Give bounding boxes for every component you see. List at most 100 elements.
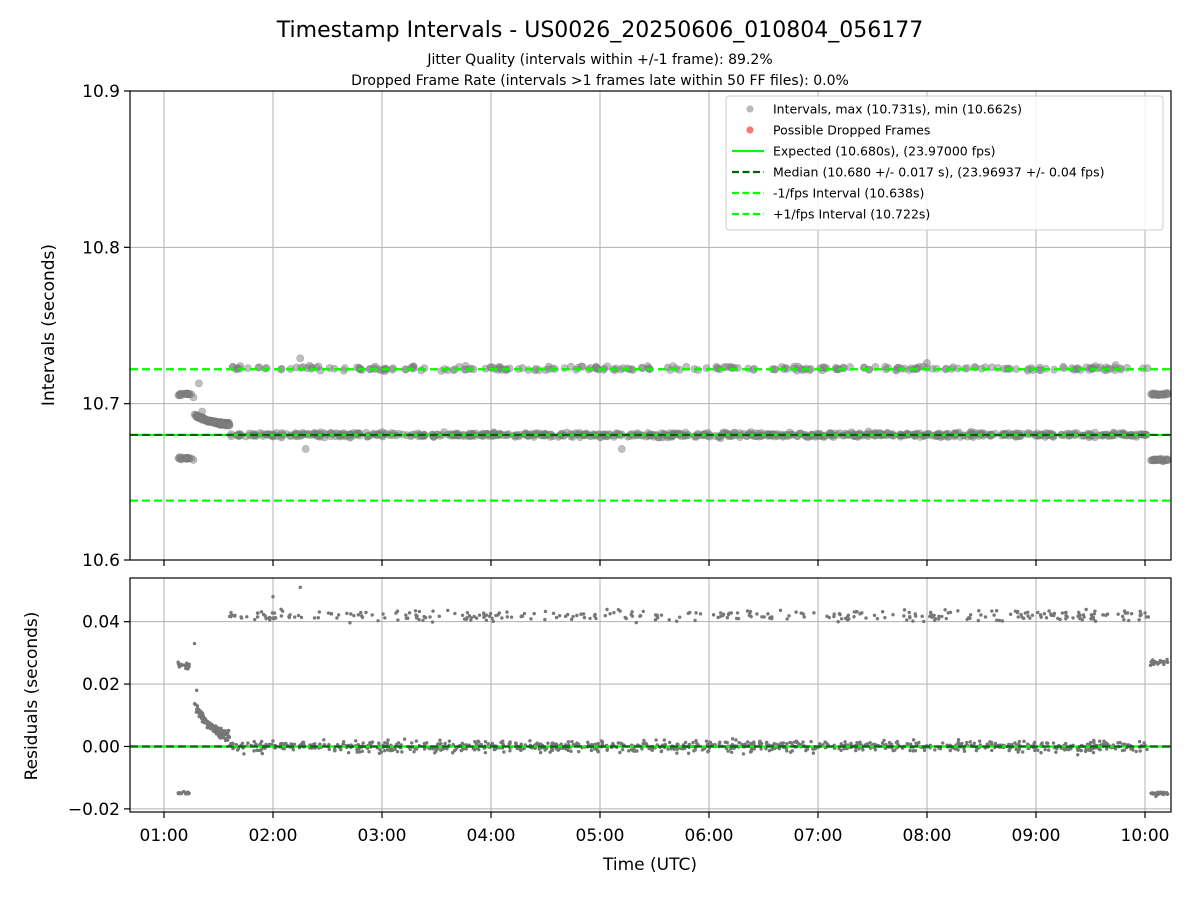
residual-point xyxy=(630,610,634,614)
residual-point xyxy=(336,613,341,617)
residual-point xyxy=(412,750,416,754)
residual-point xyxy=(377,741,381,745)
residual-point xyxy=(421,618,425,623)
residual-point xyxy=(920,614,924,619)
residual-point xyxy=(1006,742,1011,747)
residual-point xyxy=(192,702,197,706)
residual-point xyxy=(693,748,697,752)
residual-point xyxy=(644,741,648,746)
residual-point xyxy=(569,617,574,622)
residual-point xyxy=(734,738,738,742)
residual-point xyxy=(933,618,937,623)
residual-point xyxy=(913,614,918,618)
legend-item: Possible Dropped Frames xyxy=(746,123,930,138)
residual-point xyxy=(1137,618,1141,622)
residual-point xyxy=(359,614,364,618)
residual-point xyxy=(528,739,532,743)
residual-point xyxy=(956,748,960,752)
interval-point xyxy=(189,456,198,464)
residual-point xyxy=(659,613,664,617)
residual-point xyxy=(205,725,209,730)
residual-point xyxy=(358,750,362,754)
residual-point xyxy=(496,613,500,617)
residual-point xyxy=(414,739,419,743)
legend-label: +1/fps Interval (10.722s) xyxy=(773,207,930,222)
interval-point xyxy=(243,364,252,372)
residual-point xyxy=(195,704,200,708)
legend-marker-intervals xyxy=(746,105,754,113)
residual-point xyxy=(968,740,972,744)
residual-point xyxy=(571,614,575,619)
legend-label: -1/fps Interval (10.638s) xyxy=(773,186,924,201)
residual-point xyxy=(1092,612,1096,616)
legend-label: Median (10.680 +/- 0.017 s), (23.96937 +… xyxy=(773,165,1104,180)
residual-point xyxy=(406,616,410,620)
residual-point xyxy=(352,613,356,618)
residual-point xyxy=(704,739,709,743)
residual-point xyxy=(677,615,682,619)
residual-point xyxy=(1081,613,1086,617)
residual-point xyxy=(413,609,418,613)
residual-point xyxy=(370,613,374,617)
residual-point xyxy=(641,609,645,614)
residual-point xyxy=(484,618,489,622)
residual-point xyxy=(1091,750,1096,755)
residual-point xyxy=(717,742,722,746)
residual-point xyxy=(749,614,753,619)
residual-point xyxy=(508,749,512,753)
residual-point xyxy=(199,710,203,714)
residual-point xyxy=(460,613,465,617)
residual-point xyxy=(1076,753,1080,757)
residual-point xyxy=(735,611,740,615)
residual-point xyxy=(261,612,266,617)
residual-point xyxy=(252,749,256,753)
interval-point xyxy=(617,445,626,453)
residual-point xyxy=(1148,663,1153,668)
residual-point xyxy=(1105,747,1109,751)
residual-point xyxy=(1013,609,1018,613)
residual-point xyxy=(1038,613,1043,617)
residual-point xyxy=(501,742,505,746)
residual-point xyxy=(201,717,205,721)
residual-point xyxy=(698,612,703,616)
residual-point xyxy=(718,611,723,615)
residual-point xyxy=(1093,609,1097,613)
legend-marker-dropped xyxy=(746,126,754,134)
residual-point xyxy=(1102,739,1106,743)
interval-point xyxy=(301,445,310,453)
residual-point xyxy=(1076,614,1080,618)
residual-point xyxy=(968,613,973,617)
residual-point xyxy=(905,618,909,622)
residual-point xyxy=(474,616,479,620)
residual-point xyxy=(443,741,447,746)
residual-point xyxy=(1036,610,1040,615)
residual-point xyxy=(930,615,934,619)
legend-item: +1/fps Interval (10.722s) xyxy=(732,207,930,222)
interval-point xyxy=(198,407,207,416)
intervals-y-tick-label: 10.9 xyxy=(82,82,120,102)
residual-point xyxy=(693,618,697,623)
residual-point xyxy=(271,595,275,599)
residual-point xyxy=(376,619,380,623)
residual-point xyxy=(464,747,468,751)
residual-point xyxy=(1156,662,1160,666)
residual-point xyxy=(219,726,223,731)
residual-point xyxy=(1049,612,1053,617)
intervals-panel: 10.6 10.7 10.8 10.9 Intervals (seconds) Int… xyxy=(39,82,1172,571)
residual-point xyxy=(1113,747,1118,751)
residual-point xyxy=(1143,611,1147,615)
residual-point xyxy=(758,739,762,744)
residual-point xyxy=(1064,747,1068,752)
residual-point xyxy=(801,612,805,616)
residual-point xyxy=(965,740,969,745)
residual-point xyxy=(339,747,343,752)
residual-point xyxy=(258,742,263,746)
residual-point xyxy=(447,739,452,743)
residual-point xyxy=(948,748,952,753)
residuals-y-tick-label: 0.04 xyxy=(82,613,120,633)
residual-point xyxy=(804,748,808,753)
interval-point xyxy=(560,364,569,372)
residual-point xyxy=(522,746,526,751)
intervals-axes-frame xyxy=(129,90,1172,561)
residual-point xyxy=(1071,616,1075,620)
